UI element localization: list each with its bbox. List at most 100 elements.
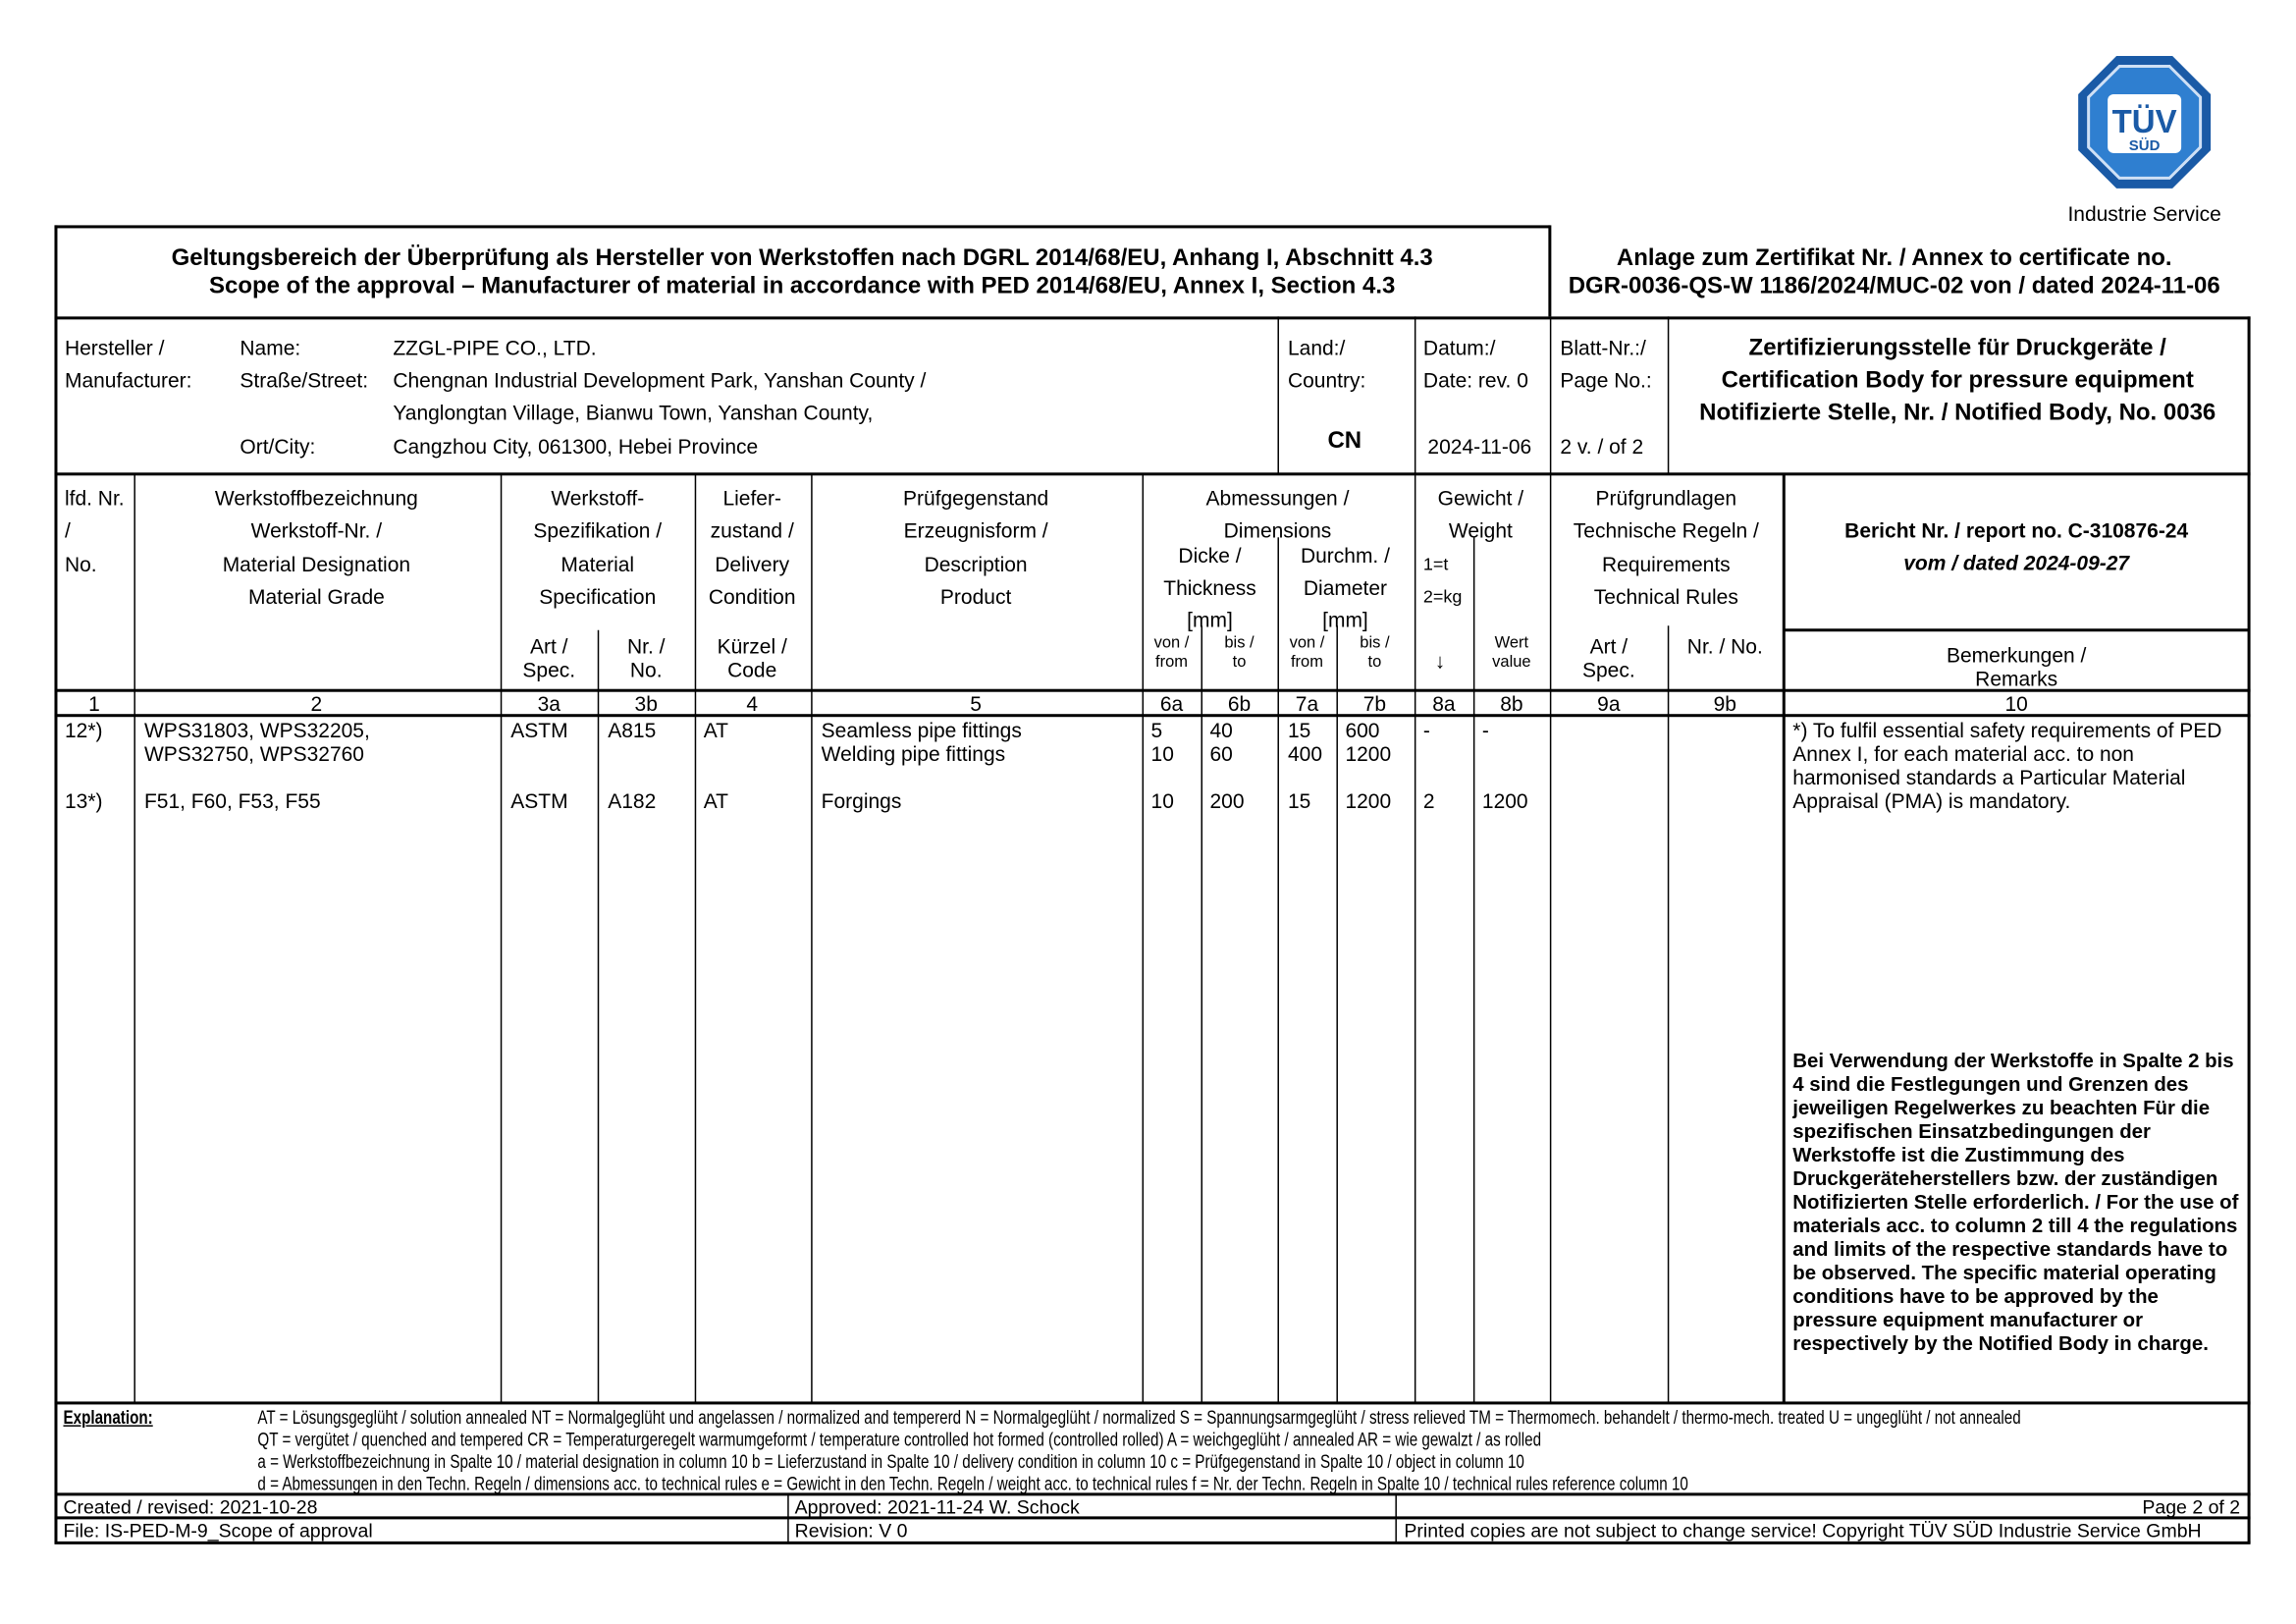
weight-value: 1200 [1481,788,1528,813]
cert-body-line3: Notifizierte Stelle, Nr. / Notified Body… [1699,400,2216,426]
header-weight: Weight [1448,517,1513,542]
header-requirements: Technische Regeln / [1573,517,1759,542]
col-number: 8a [1432,691,1456,716]
header-material: Werkstoffbezeichnung [214,485,418,510]
header-spec: Spezifikation / [533,517,663,542]
weight-unit: - [1422,718,1430,742]
product: Welding pipe fittings [821,741,1006,766]
header-delivery-code: Kürzel / [717,634,787,659]
header-diameter: [mm] [1322,608,1368,632]
col-number: 9b [1713,691,1736,716]
annex-line1: Anlage zum Zertifikat Nr. / Annex to cer… [1616,245,2172,271]
spec-number: A815 [608,718,657,742]
manufacturer-label-de: Hersteller / [64,335,165,359]
date-label-en: Date: rev. 0 [1422,367,1528,392]
header-from: von / [1153,634,1190,653]
file-name: File: IS-PED-M-9_Scope of approval [63,1519,373,1542]
header-diameter: Durchm. / [1300,543,1390,568]
weight-unit: 2 [1422,788,1435,813]
diameter-to: 600 [1345,718,1380,742]
manufacturer-name: ZZGL-PIPE CO., LTD. [393,335,597,359]
header-weight-unit: 2=kg [1422,585,1463,607]
header-weight-value: Wert [1494,634,1529,653]
cert-body-line1: Zertifizierungsstelle für Druckgeräte / [1748,335,2166,361]
title-de: Geltungsbereich der Überprüfung als Hers… [171,245,1433,271]
product: Seamless pipe fittings [821,718,1022,742]
header-thickness: [mm] [1187,608,1233,632]
diameter-from: 15 [1287,718,1311,742]
col-number: 8b [1500,691,1523,716]
thickness-from: 10 [1150,788,1174,813]
manufacturer-label-en: Manufacturer: [64,367,192,392]
country-label-en: Country: [1287,367,1366,392]
thickness-to: 60 [1209,741,1233,766]
street-line2: Yanglongtan Village, Bianwu Town, Yansha… [393,400,874,424]
diameter-from: 400 [1287,741,1323,766]
header-thickness: Thickness [1163,575,1256,600]
spec-type: ASTM [510,788,568,813]
header-dimensions: Abmessungen / [1205,485,1350,510]
header-diameter: Diameter [1303,575,1388,600]
cert-body-line2: Certification Body for pressure equipmen… [1721,367,2194,394]
col-number: 3b [634,691,658,716]
delivery-code: AT [703,788,728,813]
header-from: from [1155,653,1189,672]
col-number: 3a [537,691,561,716]
header-material: Material Grade [247,584,385,609]
header-delivery: Liefer- [722,485,781,510]
logo-subtitle: Industrie Service [2067,201,2221,226]
header-to: to [1232,653,1247,672]
explanation-line: a = Werkstoffbezeichnung in Spalte 10 / … [257,1449,1524,1473]
header-product: Description [924,552,1028,576]
header-weight-value: value [1492,653,1531,672]
header-spec-art: Spec. [522,658,576,682]
weight-value: - [1481,718,1489,742]
diameter-to: 1200 [1345,788,1392,813]
remarks-pma-note: *) To fulfil essential safety requiremen… [1792,718,2222,813]
explanation-line: d = Abmessungen in den Techn. Regeln / d… [257,1472,1688,1494]
arrow-down-icon: ↓ [1434,649,1446,674]
col-number: 9a [1597,691,1621,716]
header-delivery: zustand / [710,517,794,542]
spec-number: A182 [608,788,657,813]
sheet-value: 2 v. / of 2 [1560,434,1644,459]
product: Forgings [821,788,902,813]
header-no-2: / [64,517,71,542]
col-number: 1 [88,691,100,716]
remarks-usage-note: Bei Verwendung der Werkstoffe in Spalte … [1792,1050,2239,1355]
page-number: Page 2 of 2 [2142,1495,2241,1518]
header-delivery: Condition [708,584,796,609]
header-no-1: lfd. Nr. [64,485,125,510]
col-number: 7a [1295,691,1319,716]
explanation-line: AT = Lösungsgeglüht / solution annealed … [257,1405,2021,1429]
date-label-de: Datum:/ [1422,335,1496,359]
sheet-label-en: Page No.: [1560,367,1652,392]
col-number: 5 [970,691,982,716]
header-spec: Material [561,552,635,576]
header-remarks: Bemerkungen / [1946,643,2087,668]
diameter-from: 15 [1287,788,1311,813]
title-en: Scope of the approval – Manufacturer of … [209,273,1396,299]
header-spec: Werkstoff- [551,485,645,510]
header-requirements: Requirements [1601,552,1731,576]
header-delivery-code: Code [727,658,777,682]
header-no-3: No. [64,552,97,576]
thickness-from: 10 [1150,741,1174,766]
header-weight: Gewicht / [1437,485,1524,510]
header-to: to [1367,653,1382,672]
header-req-art: Art / [1589,634,1629,659]
city-label: Ort/City: [240,434,316,459]
svg-text:SÜD: SÜD [2129,137,2161,154]
header-spec-no: Nr. / [626,634,666,659]
copyright: Printed copies are not subject to change… [1404,1519,2202,1542]
col-number: 6a [1159,691,1184,716]
spec-type: ASTM [510,718,568,742]
date-value: 2024-11-06 [1427,434,1532,459]
revision: Revision: V 0 [794,1519,908,1542]
header-weight-unit: 1=t [1422,553,1449,574]
country-value: CN [1327,428,1362,454]
report-date: vom / dated 2024-09-27 [1903,550,2130,574]
explanation-line: QT = vergütet / quenched and tempered CR… [257,1428,1542,1450]
approved: Approved: 2021-11-24 W. Schock [794,1495,1080,1518]
